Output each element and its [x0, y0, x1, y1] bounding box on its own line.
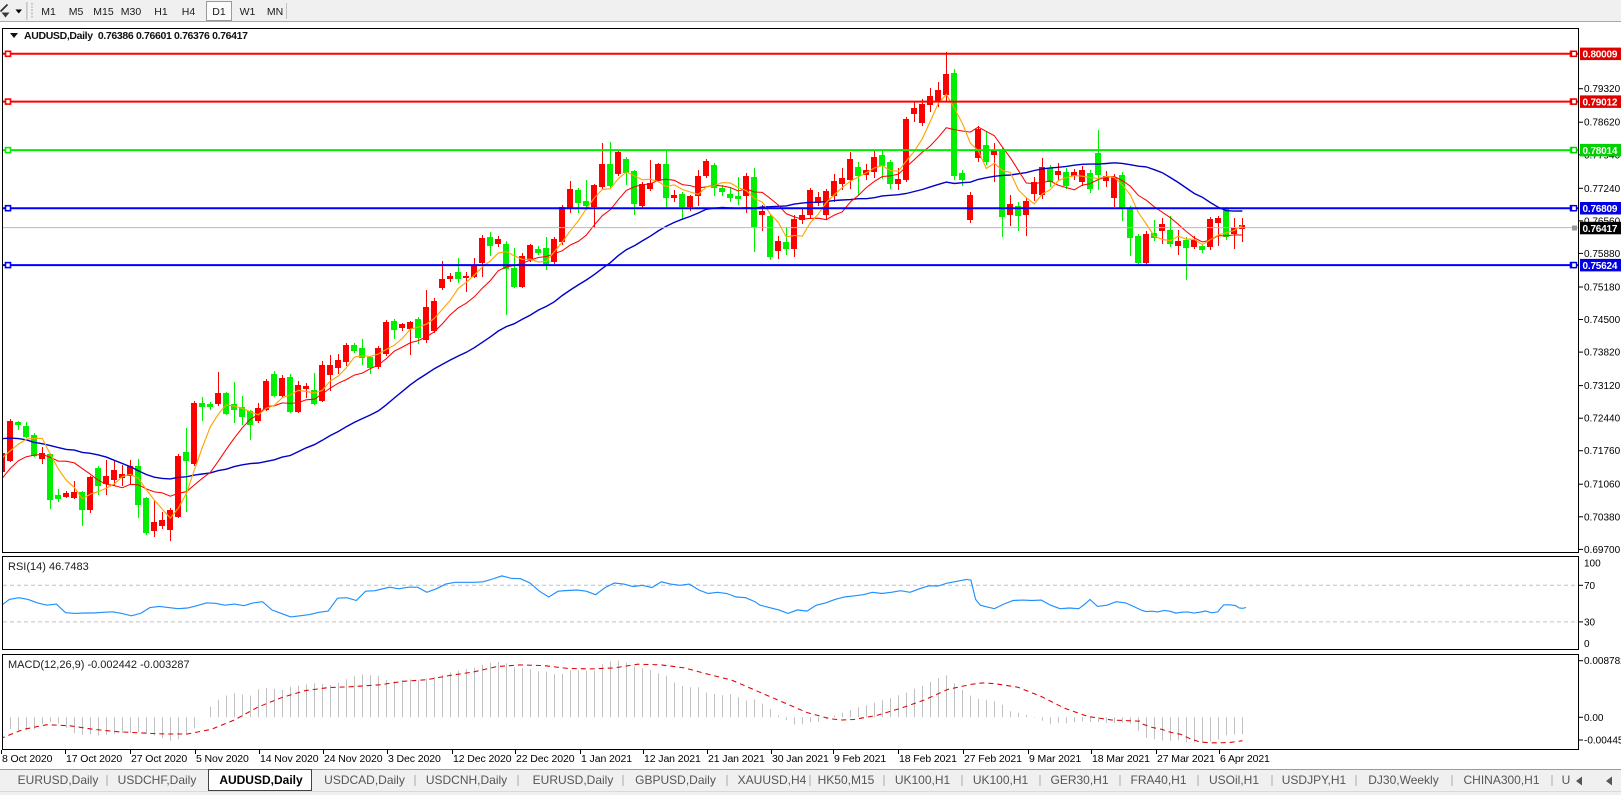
- svg-text:AUDUSD,Daily: AUDUSD,Daily: [219, 773, 303, 787]
- svg-text:HK50,M15: HK50,M15: [818, 773, 875, 787]
- svg-text:M15: M15: [93, 6, 114, 18]
- svg-text:EURUSD,Daily: EURUSD,Daily: [533, 773, 614, 787]
- svg-text:30: 30: [1584, 617, 1596, 628]
- svg-text:H1: H1: [154, 6, 168, 18]
- svg-text:0.75880: 0.75880: [1584, 249, 1621, 260]
- svg-text:0.75180: 0.75180: [1584, 283, 1621, 294]
- svg-text:0.71760: 0.71760: [1584, 446, 1621, 457]
- svg-text:DJ30,Weekly: DJ30,Weekly: [1368, 773, 1438, 787]
- svg-text:0.008782: 0.008782: [1584, 656, 1621, 667]
- svg-text:3 Dec 2020: 3 Dec 2020: [388, 753, 441, 765]
- svg-text:100: 100: [1584, 558, 1601, 569]
- svg-text:12 Jan 2021: 12 Jan 2021: [644, 753, 701, 765]
- svg-text:UK100,H1: UK100,H1: [895, 773, 951, 787]
- svg-text:5 Nov 2020: 5 Nov 2020: [196, 753, 249, 765]
- svg-text:H4: H4: [182, 6, 196, 18]
- svg-text:0.73820: 0.73820: [1584, 348, 1621, 359]
- svg-text:14 Nov 2020: 14 Nov 2020: [260, 753, 319, 765]
- svg-text:FRA40,H1: FRA40,H1: [1130, 773, 1186, 787]
- svg-text:6 Apr 2021: 6 Apr 2021: [1220, 753, 1270, 765]
- svg-text:USDCNH,Daily: USDCNH,Daily: [426, 773, 507, 787]
- svg-text:RSI(14) 46.7483: RSI(14) 46.7483: [8, 561, 89, 573]
- svg-text:0.71060: 0.71060: [1584, 480, 1621, 491]
- svg-text:0: 0: [1584, 639, 1590, 650]
- svg-text:24 Nov 2020: 24 Nov 2020: [324, 753, 383, 765]
- svg-text:M1: M1: [41, 6, 56, 18]
- svg-text:U: U: [1562, 773, 1571, 787]
- svg-text:21 Jan 2021: 21 Jan 2021: [708, 753, 765, 765]
- svg-text:-0.004451: -0.004451: [1584, 736, 1621, 747]
- svg-text:8 Oct 2020: 8 Oct 2020: [2, 753, 53, 765]
- svg-text:D1: D1: [212, 6, 226, 18]
- svg-text:0.79320: 0.79320: [1584, 84, 1621, 95]
- svg-text:0.00: 0.00: [1584, 713, 1604, 724]
- svg-text:EURUSD,Daily: EURUSD,Daily: [18, 773, 99, 787]
- svg-text:1 Jan 2021: 1 Jan 2021: [581, 753, 632, 765]
- svg-text:W1: W1: [240, 6, 256, 18]
- svg-text:USOil,H1: USOil,H1: [1209, 773, 1259, 787]
- svg-text:0.72440: 0.72440: [1584, 414, 1621, 425]
- svg-text:70: 70: [1584, 581, 1596, 592]
- svg-text:22 Dec 2020: 22 Dec 2020: [516, 753, 575, 765]
- svg-text:9 Feb 2021: 9 Feb 2021: [834, 753, 886, 765]
- svg-text:0.73120: 0.73120: [1584, 381, 1621, 392]
- svg-text:0.77240: 0.77240: [1584, 184, 1621, 195]
- svg-text:0.79012: 0.79012: [1583, 97, 1618, 108]
- svg-text:17 Oct 2020: 17 Oct 2020: [66, 753, 122, 765]
- svg-text:0.75624: 0.75624: [1583, 261, 1618, 272]
- svg-text:0.76417: 0.76417: [1583, 224, 1618, 235]
- svg-text:M30: M30: [121, 6, 142, 18]
- svg-text:18 Feb 2021: 18 Feb 2021: [899, 753, 957, 765]
- svg-text:USDCHF,Daily: USDCHF,Daily: [118, 773, 197, 787]
- svg-text:0.74500: 0.74500: [1584, 315, 1621, 326]
- svg-text:CHINA300,H1: CHINA300,H1: [1463, 773, 1539, 787]
- svg-text:12 Dec 2020: 12 Dec 2020: [453, 753, 512, 765]
- svg-text:27 Oct 2020: 27 Oct 2020: [131, 753, 187, 765]
- svg-text:GBPUSD,Daily: GBPUSD,Daily: [635, 773, 716, 787]
- svg-text:27 Mar 2021: 27 Mar 2021: [1157, 753, 1215, 765]
- svg-text:0.70380: 0.70380: [1584, 512, 1621, 523]
- svg-text:AUDUSD,Daily 0.76386 0.76601: AUDUSD,Daily 0.76386 0.76601 0.76376 0.7…: [24, 30, 248, 42]
- svg-text:18 Mar 2021: 18 Mar 2021: [1092, 753, 1150, 765]
- svg-text:USDCAD,Daily: USDCAD,Daily: [324, 773, 405, 787]
- svg-text:MACD(12,26,9) -0.002442 -0.003: MACD(12,26,9) -0.002442 -0.003287: [8, 659, 190, 671]
- svg-text:0.76809: 0.76809: [1583, 204, 1618, 215]
- svg-text:0.78014: 0.78014: [1583, 146, 1618, 157]
- svg-text:0.69700: 0.69700: [1584, 545, 1621, 556]
- svg-text:0.80009: 0.80009: [1583, 50, 1618, 61]
- svg-text:UK100,H1: UK100,H1: [973, 773, 1029, 787]
- svg-text:30 Jan 2021: 30 Jan 2021: [772, 753, 829, 765]
- svg-text:M5: M5: [69, 6, 84, 18]
- svg-text:MN: MN: [267, 6, 283, 18]
- svg-text:USDJPY,H1: USDJPY,H1: [1282, 773, 1347, 787]
- svg-text:27 Feb 2021: 27 Feb 2021: [964, 753, 1022, 765]
- svg-text:XAUUSD,H4: XAUUSD,H4: [738, 773, 807, 787]
- svg-text:9 Mar 2021: 9 Mar 2021: [1029, 753, 1081, 765]
- svg-text:0.78620: 0.78620: [1584, 118, 1621, 129]
- svg-text:GER30,H1: GER30,H1: [1050, 773, 1108, 787]
